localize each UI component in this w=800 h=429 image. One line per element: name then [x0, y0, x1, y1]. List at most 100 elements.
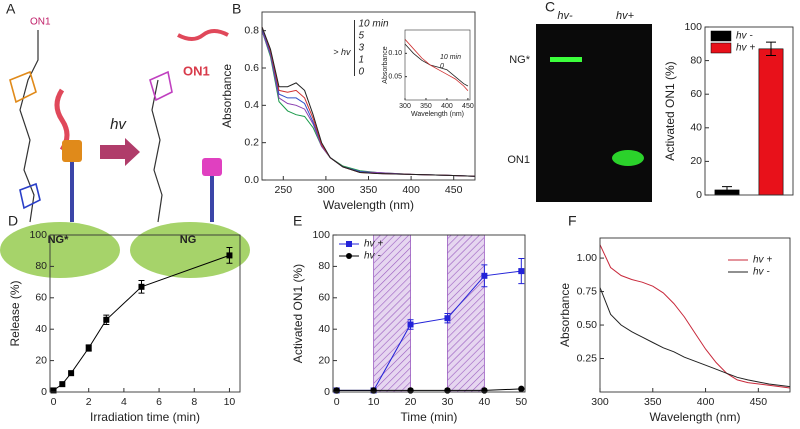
y-axis-label: Release (%) — [8, 280, 22, 346]
released-label: ON1 — [183, 63, 210, 78]
plot-frame — [704, 26, 794, 196]
y-tick-label: 0.4 — [244, 99, 259, 111]
marker — [444, 315, 451, 322]
panel-label: D — [8, 213, 18, 229]
inset-background — [405, 30, 470, 100]
arrow — [100, 138, 140, 166]
marker — [518, 268, 525, 275]
x-tick-label: 0 — [334, 396, 340, 408]
lane-label: hv+ — [616, 10, 635, 22]
y-tick-label: 20 — [35, 354, 47, 366]
legend-label: hv - — [736, 31, 753, 42]
x-tick-label: 8 — [191, 396, 197, 408]
series-line — [599, 287, 791, 388]
gel: hv- hv+ NG* ON1 — [507, 10, 652, 202]
y-axis-label: Absorbance — [558, 283, 572, 347]
x-tick-label: 10 — [368, 396, 380, 408]
x-tick-label: 400 — [697, 396, 715, 408]
series-line — [336, 388, 522, 391]
y-tick-label: 0.8 — [244, 24, 259, 36]
x-tick-label: 40 — [479, 396, 491, 408]
x-tick-label: 50 — [515, 396, 527, 408]
band-label: NG* — [509, 54, 531, 66]
panel-label: C — [545, 0, 555, 15]
legend-label: hv - — [753, 267, 770, 278]
gel-image — [536, 24, 652, 202]
band — [612, 150, 644, 166]
y-tick-label: 0 — [696, 189, 702, 201]
y-tick-label: 100 — [684, 21, 702, 33]
y-tick-label: 0.10 — [388, 50, 402, 57]
chart: 0 20 40 60 80 100 0 2 4 6 8 10 Irradiation time (min… — [8, 213, 241, 424]
marker — [370, 387, 377, 394]
error-bar — [722, 186, 732, 194]
x-tick-label: 0 — [51, 396, 57, 408]
plot-frame — [599, 237, 791, 393]
nanogel — [130, 222, 250, 278]
y-tick-label: 0.0 — [244, 174, 259, 186]
legend-label: 5 — [359, 31, 365, 42]
x-tick-label: 450 — [750, 396, 768, 408]
base-label: NG — [180, 234, 197, 246]
panel-label: B — [232, 1, 241, 17]
y-axis-label: Absorbance — [382, 46, 389, 83]
y-tick-label: 20 — [318, 354, 330, 366]
marker — [138, 283, 145, 290]
band — [550, 57, 582, 62]
y-tick-label: 40 — [35, 323, 47, 335]
band-label: ON1 — [507, 154, 530, 166]
x-tick-label: 400 — [402, 184, 420, 196]
x-tick-label: 450 — [445, 184, 463, 196]
oligo-label: ON1 — [30, 17, 51, 28]
x-axis-label: Wavelength (nm) — [411, 111, 464, 118]
marker — [481, 272, 488, 279]
marker — [407, 321, 414, 328]
x-tick-label: 350 — [360, 184, 378, 196]
y-tick-label: 0.6 — [244, 62, 259, 74]
marker — [85, 345, 92, 352]
legend-label: 10 min — [440, 54, 461, 61]
y-tick-label: 60 — [318, 292, 330, 304]
y-tick-label: 80 — [690, 54, 702, 66]
x-axis-label: Wavelength (nm) — [650, 410, 741, 424]
lock — [62, 140, 82, 162]
y-tick-label: 0 — [324, 386, 330, 398]
y-tick-label: 0.50 — [577, 319, 598, 331]
lane-label: hv- — [557, 10, 573, 22]
y-tick-label: 60 — [690, 88, 702, 100]
triazole — [19, 182, 41, 210]
x-tick-label: 350 — [644, 396, 662, 408]
y-tick-label: 0.75 — [577, 285, 598, 297]
receptor — [202, 158, 222, 176]
y-tick-label: 0.05 — [388, 74, 402, 81]
panel-label: F — [568, 213, 577, 229]
y-tick-label: 100 — [312, 229, 330, 241]
x-tick-label: 2 — [86, 396, 92, 408]
x-tick-label: 300 — [317, 184, 335, 196]
y-tick-label: 100 — [29, 229, 47, 241]
series-line — [404, 39, 469, 91]
legend-label: hv - — [364, 251, 381, 262]
legend-label: 3 — [359, 43, 365, 54]
series-line — [261, 26, 476, 177]
marker — [68, 370, 75, 377]
y-tick-label: 40 — [690, 122, 702, 134]
error-bar — [766, 41, 776, 57]
annotation: > hv — [333, 47, 351, 57]
marker — [226, 252, 233, 259]
linker — [151, 79, 163, 223]
x-tick-label: 10 — [224, 396, 236, 408]
x-axis-label: Irradiation time (min) — [90, 410, 200, 424]
arrow-label: hv — [110, 116, 127, 133]
bar — [758, 48, 784, 196]
y-tick-label: 0.2 — [244, 136, 259, 148]
chart: 0.25 0.50 0.75 1.00 300 350 400 450 Wavelength (… — [558, 213, 791, 424]
nitrobenzyl — [9, 70, 37, 104]
plot-frame — [404, 29, 471, 101]
y-tick-label: 40 — [318, 323, 330, 335]
y-tick-label: 20 — [690, 155, 702, 167]
x-tick-label: 6 — [156, 396, 162, 408]
